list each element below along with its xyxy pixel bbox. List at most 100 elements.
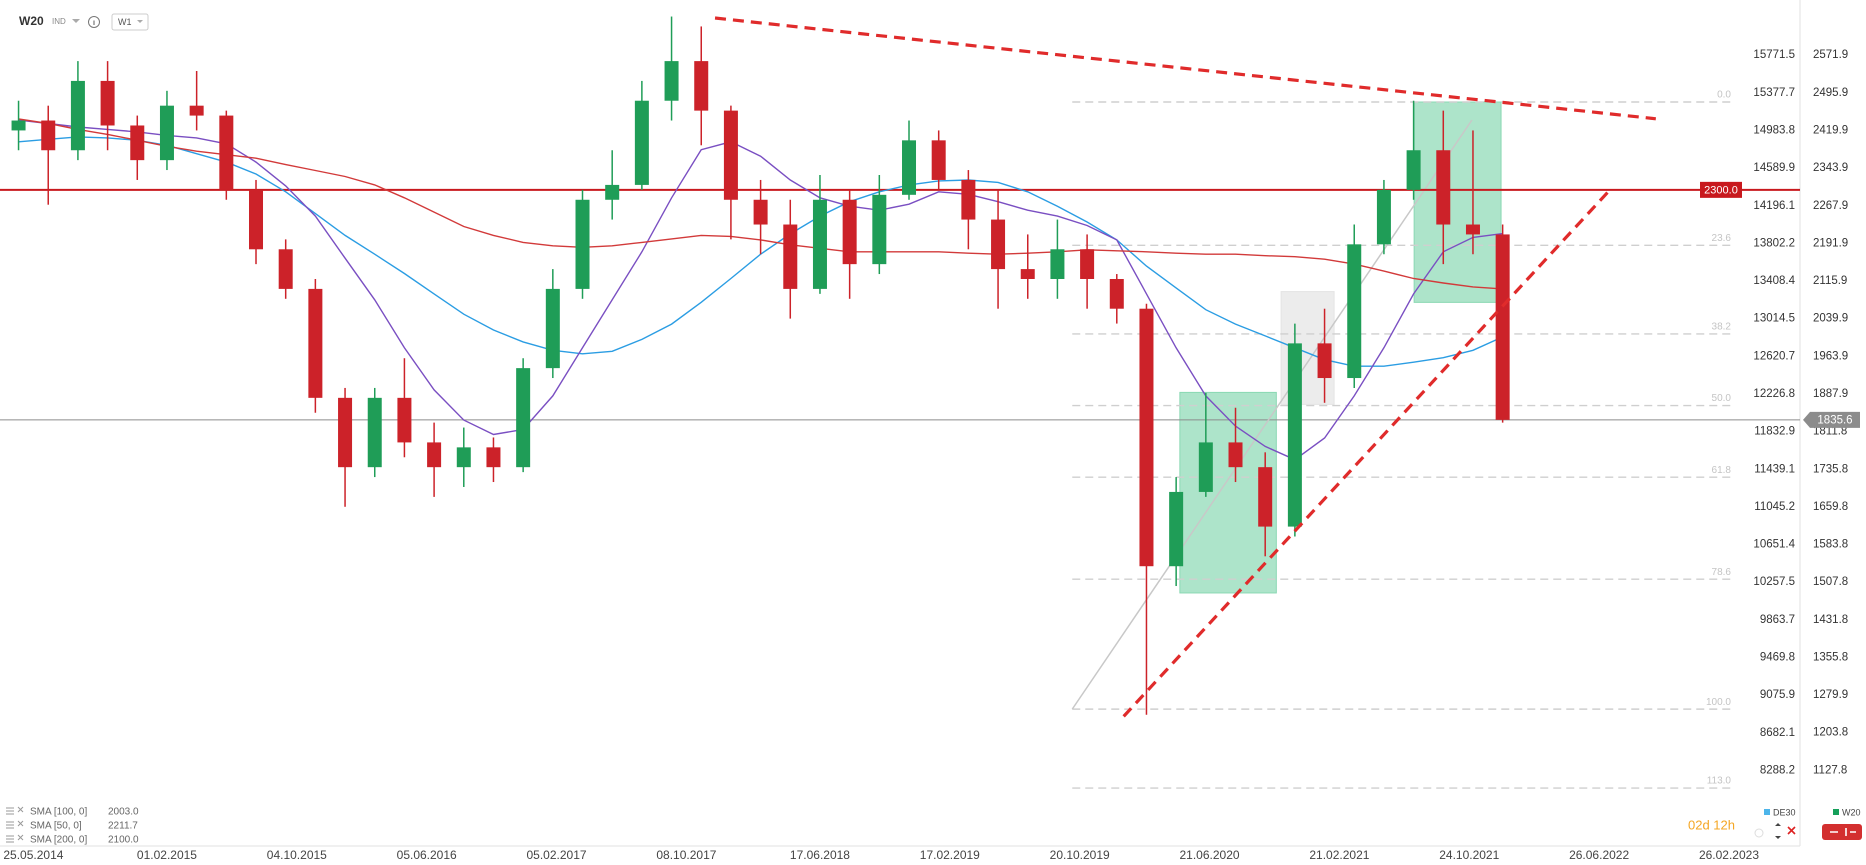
trendline — [1122, 188, 1612, 718]
legend-value: 2211.7 — [108, 821, 138, 832]
candle-body — [605, 184, 620, 200]
candle-body — [1258, 467, 1273, 527]
info-icon[interactable] — [88, 16, 100, 28]
candle-body — [1347, 244, 1362, 379]
zone — [1413, 101, 1502, 303]
candle-body — [1317, 343, 1332, 379]
legend-icon — [6, 821, 14, 829]
y-tick-label: 1583.8 — [1813, 539, 1848, 551]
legend-icon — [6, 835, 14, 843]
sync-icon[interactable] — [1754, 828, 1764, 838]
y2-tick-label: 15771.5 — [1753, 49, 1795, 61]
last-price-box — [1803, 411, 1860, 428]
y2-tick-label: 11439.1 — [1754, 463, 1795, 475]
y-tick-label: 1811.8 — [1813, 426, 1847, 438]
fib-label: 50.0 — [1712, 393, 1732, 404]
y-tick-label: 1279.9 — [1813, 689, 1848, 701]
y2-tick-label: 8288.2 — [1760, 764, 1795, 776]
y2-tick-label: 11045.2 — [1754, 501, 1795, 513]
y2-tick-label: 10651.4 — [1753, 539, 1795, 551]
x-tick-label: 20.10.2019 — [1050, 848, 1110, 862]
x-tick-label: 05.06.2016 — [397, 848, 457, 862]
y-tick-label: 1963.9 — [1813, 350, 1848, 362]
x-tick-label: 04.10.2015 — [267, 848, 327, 862]
y2-tick-label: 8682.1 — [1760, 727, 1795, 739]
legend-value: 2100.0 — [108, 835, 139, 846]
candle-body — [634, 100, 649, 185]
legend-name: SMA [100, 0] — [30, 807, 87, 818]
candle-body — [100, 80, 115, 126]
candle-body — [545, 288, 560, 369]
sma-line — [18, 119, 1503, 461]
x-tick-label: 24.10.2021 — [1439, 848, 1499, 862]
y2-tick-label: 9863.7 — [1760, 614, 1795, 626]
y2-tick-label: 14983.8 — [1753, 125, 1795, 137]
candle-body — [1020, 269, 1035, 279]
legend-name: SMA [50, 0] — [30, 821, 82, 832]
candle-body — [1465, 224, 1480, 235]
trendline — [1071, 119, 1473, 710]
candle-body — [753, 199, 768, 225]
candle-body — [249, 189, 264, 250]
y2-tick-label: 14589.9 — [1753, 162, 1795, 174]
y-tick-label: 1507.8 — [1813, 576, 1848, 588]
candle-body — [991, 219, 1006, 270]
y-tick-label: 1127.8 — [1813, 764, 1847, 776]
x-tick-label: 26.06.2022 — [1569, 848, 1629, 862]
candle-body — [931, 140, 946, 180]
candle-body — [842, 199, 857, 265]
legend-value: 2003.0 — [108, 807, 139, 818]
candle-body — [694, 61, 709, 111]
candle-body — [812, 199, 827, 289]
candle-body — [41, 120, 56, 151]
candle-body — [1228, 442, 1243, 468]
candle-body — [1495, 234, 1510, 420]
legend-remove[interactable] — [17, 806, 24, 813]
y2-tick-label: 15377.7 — [1753, 87, 1795, 99]
x-tick-label: 17.02.2019 — [920, 848, 980, 862]
candle-body — [427, 442, 442, 468]
y-tick-label: 2343.9 — [1813, 162, 1848, 174]
candle-body — [397, 397, 412, 443]
mode-button[interactable] — [1822, 824, 1862, 840]
compare-name[interactable]: W20 — [1842, 807, 1861, 817]
candle-body — [1109, 278, 1124, 309]
candle-body — [575, 199, 590, 289]
fib-label: 61.8 — [1712, 465, 1732, 476]
mode-button-icon — [1830, 828, 1856, 836]
y2-tick-label: 12226.8 — [1753, 388, 1795, 400]
interval-box[interactable] — [111, 13, 149, 31]
y-tick-label: 1355.8 — [1813, 651, 1848, 663]
legend-remove[interactable] — [17, 834, 24, 841]
y2-tick-label: 9075.9 — [1760, 689, 1795, 701]
trendline — [714, 16, 1657, 121]
fib-label: 78.6 — [1712, 567, 1732, 578]
compare-swatch — [1764, 809, 1770, 815]
countdown: 02d 12h — [1688, 817, 1735, 832]
fib-label: 38.2 — [1712, 322, 1732, 333]
level-label-box — [1700, 181, 1742, 198]
candle-body — [130, 125, 145, 161]
symbol-dropdown[interactable] — [72, 19, 80, 23]
legend-icon — [6, 807, 14, 815]
x-tick-label: 21.06.2020 — [1180, 848, 1240, 862]
compare-name[interactable]: DE30 — [1773, 807, 1796, 817]
mid-layer — [0, 16, 1800, 715]
candle-body — [516, 368, 531, 468]
front-layer: 2300.0 SMA [100, 0] 2003.0 SMA [50, 0] 2211.… — [3, 16, 1861, 862]
compare-swatch — [1833, 809, 1839, 815]
interval-dropdown[interactable] — [137, 20, 143, 23]
candle-body — [189, 105, 204, 116]
close-icon[interactable] — [1787, 826, 1796, 835]
symbol[interactable]: W20 — [19, 14, 44, 28]
y2-tick-label: 13408.4 — [1753, 275, 1795, 287]
candle-body — [1376, 189, 1391, 245]
y-tick-label: 2571.9 — [1813, 49, 1848, 61]
candle-body — [159, 105, 174, 161]
candle-body — [1287, 343, 1302, 527]
y-tick-label: 1735.8 — [1813, 463, 1848, 475]
candle-body — [70, 80, 85, 151]
legend-remove[interactable] — [17, 820, 24, 827]
y-tick-label: 2039.9 — [1813, 313, 1848, 325]
